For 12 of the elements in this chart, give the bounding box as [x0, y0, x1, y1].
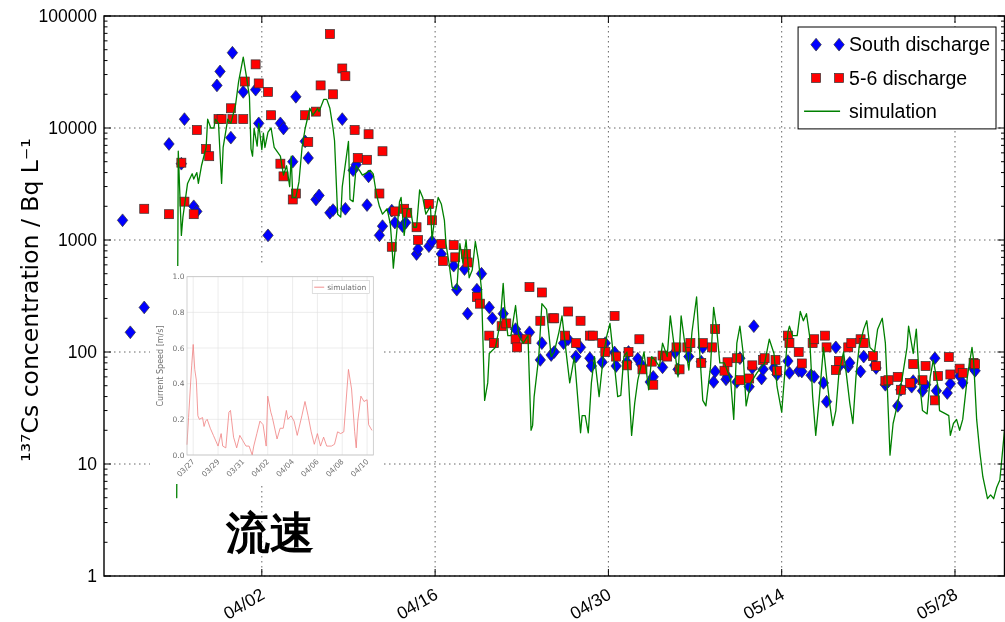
- y-axis-title: ¹³⁷Cs concentration / Bq L⁻¹: [16, 138, 45, 462]
- legend-label: South discharge: [849, 33, 991, 56]
- y-axis-title: Current Speed [m/s]: [155, 325, 165, 407]
- annotation: 流速: [225, 507, 314, 558]
- y-tick-label: 100000: [38, 6, 98, 27]
- y-tick-label: 10000: [48, 118, 98, 139]
- legend-label: simulation: [849, 100, 937, 123]
- y-tick-label: 1000: [58, 230, 98, 251]
- y-tick-label: 1: [87, 566, 97, 587]
- legend-label: 5-6 discharge: [849, 66, 968, 89]
- y-tick-label: 100: [67, 342, 98, 363]
- y-tick-label: 10: [77, 454, 98, 475]
